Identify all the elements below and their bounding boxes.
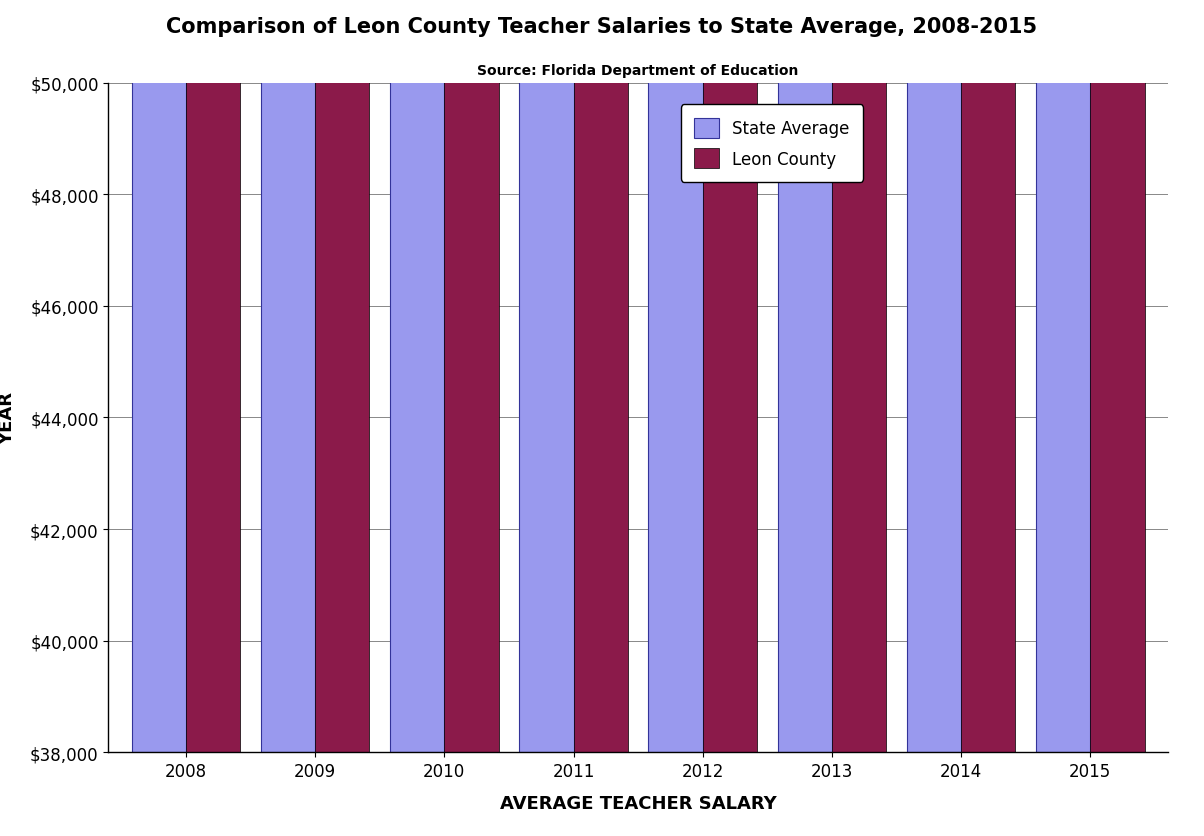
Bar <box>573 0 627 752</box>
Bar <box>444 0 498 752</box>
Bar <box>185 0 240 752</box>
Bar <box>315 0 370 752</box>
Bar <box>1037 0 1091 752</box>
Y-axis label: YEAR: YEAR <box>0 391 16 445</box>
Bar <box>131 0 185 752</box>
Bar <box>649 0 703 752</box>
Bar <box>519 0 573 752</box>
Bar <box>832 0 886 752</box>
X-axis label: AVERAGE TEACHER SALARY: AVERAGE TEACHER SALARY <box>500 794 777 812</box>
Bar <box>261 0 315 752</box>
Bar <box>778 0 832 752</box>
Legend: State Average, Leon County: State Average, Leon County <box>680 105 863 182</box>
Bar <box>907 0 961 752</box>
Title: Source: Florida Department of Education: Source: Florida Department of Education <box>478 64 798 79</box>
Bar <box>961 0 1015 752</box>
Bar <box>390 0 444 752</box>
Bar <box>703 0 757 752</box>
Bar <box>1091 0 1145 752</box>
Text: Comparison of Leon County Teacher Salaries to State Average, 2008-2015: Comparison of Leon County Teacher Salari… <box>166 17 1038 37</box>
